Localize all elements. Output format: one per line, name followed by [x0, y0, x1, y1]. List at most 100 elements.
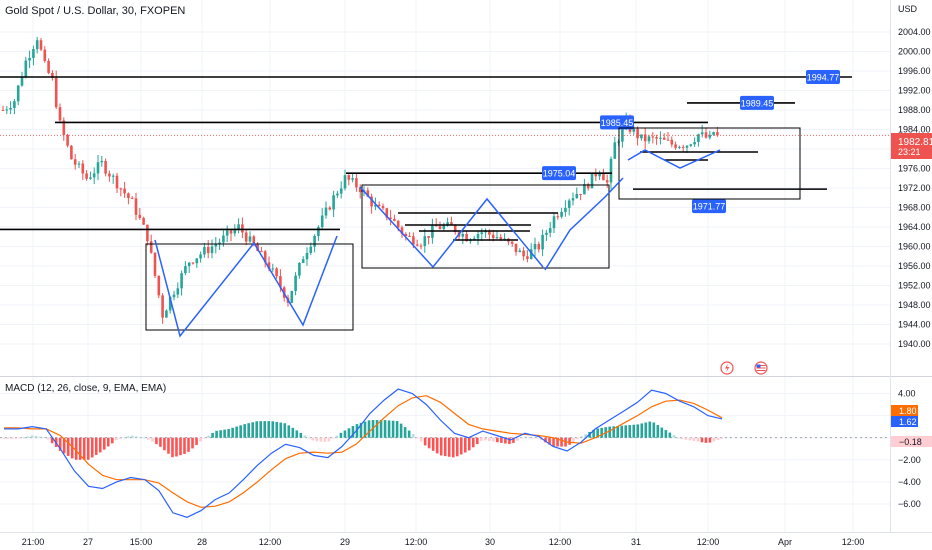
- macd-histogram-bar: [139, 437, 142, 438]
- macd-value-badges: 1.80 1.62 −0.18: [891, 405, 932, 447]
- currency-label[interactable]: USD: [898, 4, 918, 14]
- candle-body: [609, 158, 613, 183]
- macd-histogram-bar: [592, 429, 595, 438]
- candle-body: [263, 251, 267, 263]
- price-tick-label: 1976.00: [898, 164, 931, 174]
- macd-histogram-bar: [459, 437, 463, 455]
- macd-histogram-bar: [508, 437, 511, 445]
- candle-body: [35, 40, 39, 50]
- macd-histogram-bar: [451, 437, 455, 458]
- candle-body: [111, 175, 115, 177]
- candle-body: [153, 252, 157, 276]
- candle-body: [491, 234, 495, 239]
- us-flag-icon[interactable]: [754, 361, 768, 375]
- macd-histogram-bar: [704, 437, 708, 443]
- candle-body: [529, 249, 533, 259]
- macd-histogram-bar: [556, 437, 559, 447]
- price-tick-label: 1952.00: [898, 281, 931, 291]
- price-tick-label: 1968.00: [898, 203, 931, 213]
- macd-histogram-bar: [98, 437, 102, 453]
- lightning-icon[interactable]: [720, 361, 734, 375]
- price-badge-value: 1982.81: [898, 137, 932, 148]
- candle-body: [149, 241, 153, 253]
- macd-histogram-bar: [399, 423, 403, 438]
- macd-histogram-bar: [78, 437, 82, 460]
- candle-body: [195, 258, 199, 264]
- chart-drawings[interactable]: 1994.77 1989.45 1985.45 1975.04 1971.77: [0, 69, 890, 338]
- macd-histogram-bar: [680, 437, 684, 440]
- candle-body: [66, 134, 69, 146]
- price-tick-label: 1972.00: [898, 183, 931, 193]
- candle-body: [716, 132, 719, 136]
- macd-histogram-bar: [66, 437, 70, 456]
- candle-body: [32, 49, 35, 58]
- time-tick-label: 31: [631, 537, 641, 547]
- time-axis[interactable]: 21:00 27 15:00 28 12:00 29 12:00 30 12:00 31 12:00…: [22, 537, 865, 547]
- macd-histogram-bar: [163, 437, 166, 451]
- macd-line: [4, 388, 723, 518]
- zigzag-pattern: [359, 186, 544, 269]
- candle-body: [446, 222, 449, 226]
- time-tick-label: 12:00: [697, 537, 720, 547]
- candle-body: [275, 268, 278, 277]
- candle-body: [24, 60, 28, 78]
- macd-histogram-bar: [720, 437, 724, 439]
- candle-body: [560, 211, 563, 217]
- candle-body: [503, 238, 506, 240]
- macd-histogram-bar: [26, 436, 30, 438]
- macd-histogram-bar: [223, 429, 226, 438]
- macd-histogram-bar: [395, 421, 399, 438]
- macd-histogram-bar: [476, 437, 479, 445]
- macd-histogram-bar: [283, 423, 287, 438]
- macd-histogram-bar: [319, 437, 323, 442]
- candle-body: [248, 236, 252, 242]
- macd-histogram-bar: [291, 427, 295, 438]
- candle-body: [339, 188, 343, 194]
- time-tick-label: 12:00: [842, 537, 865, 547]
- macd-histogram-bar: [383, 420, 387, 438]
- candle-body: [142, 217, 145, 225]
- macd-histogram-bar: [22, 437, 26, 439]
- level-label-tag: [692, 199, 726, 214]
- macd-title: MACD (12, 26, close, 9, EMA, EMA): [5, 383, 166, 394]
- candle-body: [415, 244, 419, 246]
- macd-histogram-bar: [251, 422, 254, 438]
- macd-histogram-bar: [191, 437, 194, 449]
- candle-body: [567, 200, 571, 208]
- zigzag-pattern: [154, 235, 338, 338]
- candle-body: [522, 250, 525, 257]
- price-badge-countdown: 23:21: [898, 147, 921, 157]
- macd-histogram-bar: [351, 426, 355, 438]
- macd-histogram-bar: [692, 437, 696, 442]
- macd-histogram-bar: [183, 437, 186, 454]
- macd-histogram-bar: [664, 430, 668, 438]
- candle-body: [632, 128, 636, 132]
- price-tick-label: 1940.00: [898, 339, 931, 349]
- candle-body: [351, 178, 354, 180]
- macd-histogram-bar: [86, 437, 90, 460]
- candle-body: [260, 251, 263, 253]
- macd-histogram-bar: [620, 425, 624, 438]
- price-tick-label: 1996.00: [898, 66, 931, 76]
- consolidation-box: [361, 184, 610, 269]
- macd-histogram-bar: [596, 428, 599, 438]
- macd-histogram-bar: [516, 437, 519, 441]
- candle-body: [419, 245, 423, 247]
- macd-histogram-bar: [111, 437, 114, 444]
- candle-body: [541, 234, 544, 250]
- macd-histogram-bar: [171, 437, 174, 458]
- macd-tick-label: −4.00: [898, 477, 921, 487]
- candle-body: [442, 225, 446, 230]
- candle-body: [678, 146, 681, 148]
- candle-body: [495, 237, 499, 239]
- candle-body: [123, 188, 126, 194]
- candle-body: [309, 246, 313, 253]
- candle-body: [81, 163, 85, 174]
- macd-histogram-bar: [363, 421, 367, 438]
- macd-histogram-bar: [239, 425, 242, 438]
- candle-body: [5, 109, 9, 111]
- macd-histogram-bar: [455, 437, 459, 457]
- macd-histogram-bar: [548, 437, 551, 445]
- signal-badge-value: 1.62: [899, 417, 917, 427]
